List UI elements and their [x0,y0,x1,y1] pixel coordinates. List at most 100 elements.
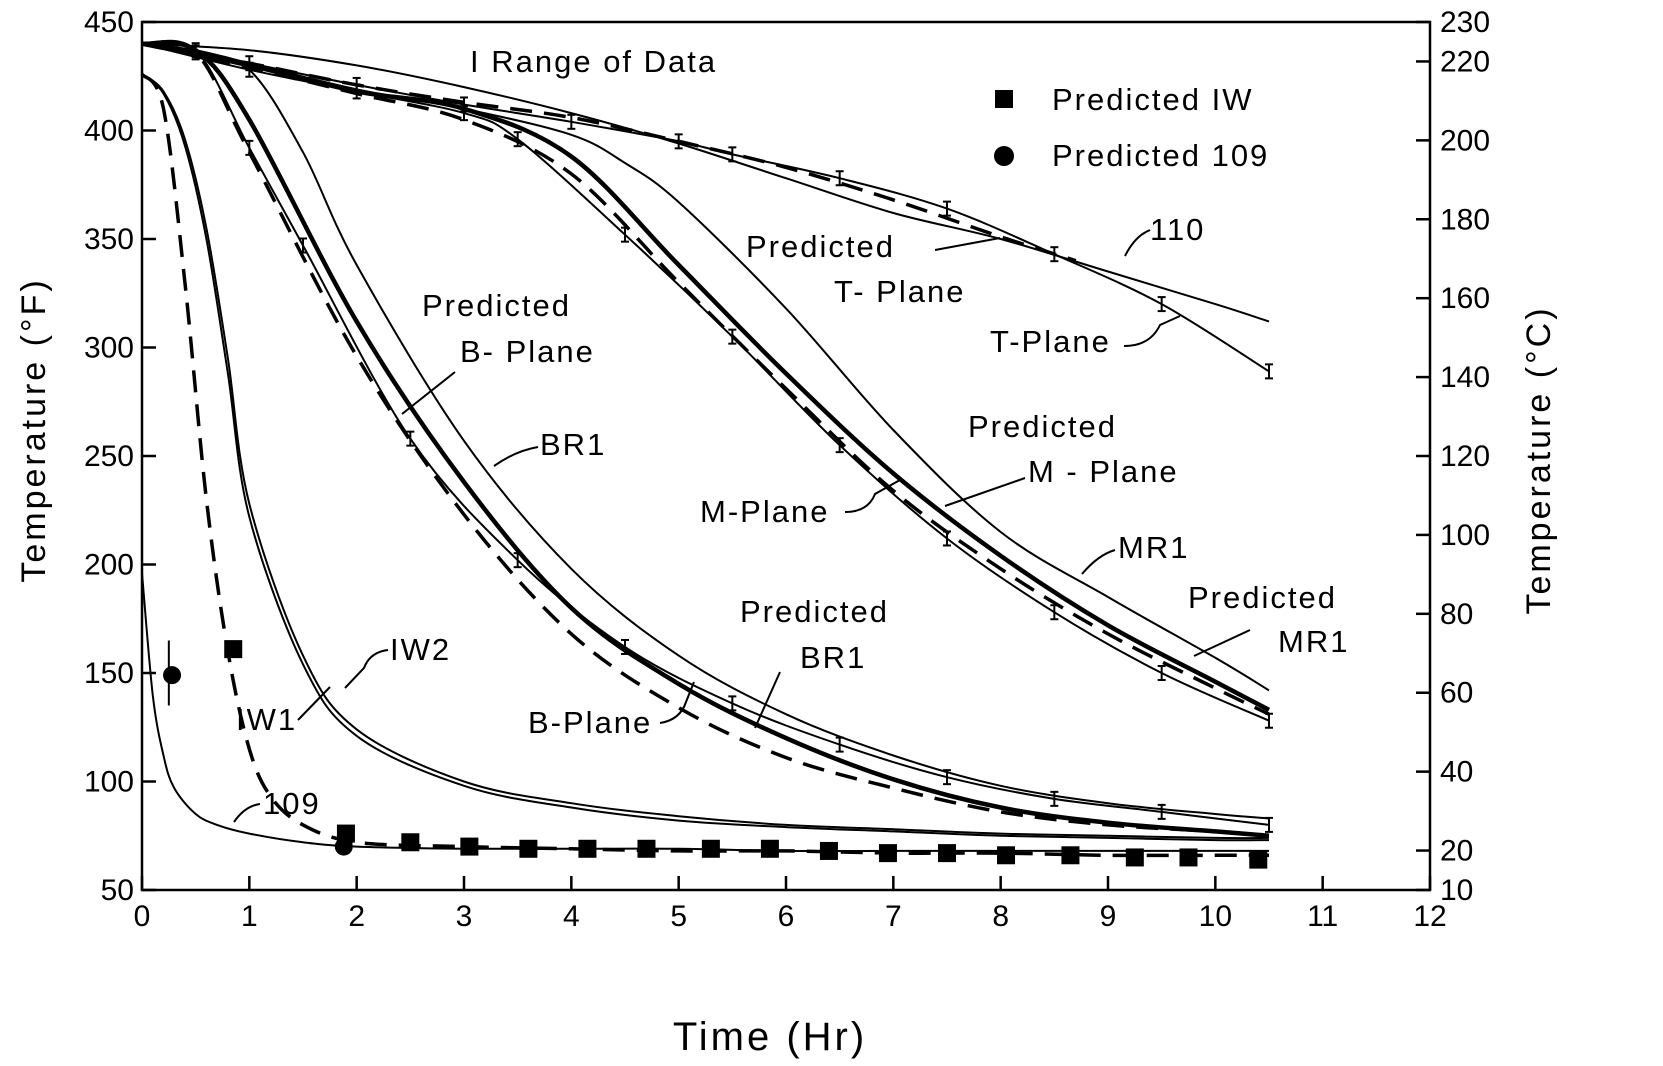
legend-square-marker [995,90,1013,108]
series-iw2 [141,73,1270,840]
y2-tick-label: 100 [1440,519,1490,552]
predicted-b-plane-label-line1: Predicted [422,288,571,323]
predicted-iw-point [578,839,597,858]
predicted-109-point [163,666,182,685]
predicted-iw-point [637,839,656,858]
series-iw1 [141,73,1270,842]
predicted-mr1-label-line1: Predicted [1188,580,1337,615]
y-axis-ticks-left: 50 100 150 200 250 300 350 400 450 [84,6,156,907]
series-110 [141,42,1270,323]
predicted-iw-point [1125,848,1144,867]
y-tick-label: 450 [84,6,134,39]
y2-tick-label: 120 [1440,440,1490,473]
y2-tick-label: 10 [1440,874,1473,907]
y2-tick-label: 20 [1440,835,1473,868]
series-predicted-m-plane [141,41,1271,712]
predicted-mr1-pointer [1193,629,1251,657]
predicted-109-point [334,837,353,856]
label-m-plane: M-Plane [700,494,829,529]
pointer-109 [233,803,261,823]
pointer-b-plane [659,681,695,724]
label-110: 110 [1150,212,1205,247]
label-iw2: IW2 [390,632,451,667]
label-t-plane: T-Plane [990,324,1111,359]
predicted-iw-point [938,844,956,863]
series-predicted-mr1 [141,41,1270,716]
x-tick-label: 6 [778,900,795,933]
y2-tick-label: 230 [1440,6,1490,39]
y-tick-label: 350 [84,223,134,256]
x-tick-label: 9 [1100,900,1117,933]
series-predicted-br1 [141,40,1270,838]
y-tick-label: 100 [84,766,134,799]
x-tick-label: 5 [670,900,687,933]
y-axis-ticks-right: 10 20 40 60 80 100 120 140 160 180 200 220 230 [1416,6,1490,907]
y-axis-title-left: Temperature (°F) [15,277,53,582]
predicted-b-plane-pointer [401,371,456,415]
marker-layer [163,640,1268,869]
predicted-br1-label-line1: Predicted [740,594,889,629]
legend-circle-marker [994,146,1014,166]
y2-tick-label: 80 [1440,598,1473,631]
series-br1 [141,42,1270,820]
predicted-iw-point [701,839,720,858]
y2-tick-label: 200 [1440,124,1490,157]
pointer-m-plane [844,479,901,513]
label-109: 109 [263,786,321,821]
pointer-110 [1124,229,1151,257]
x-axis-title: Time (Hr) [673,1015,867,1059]
pointer-iw1 [297,686,331,721]
pointer-iw2 [344,649,389,689]
legend-label-predicted-109: Predicted 109 [1052,138,1269,173]
predicted-m-plane-pointer [944,477,1026,507]
label-iw1: IW1 [236,702,297,737]
label-br1: BR1 [540,427,606,462]
label-b-plane: B-Plane [528,705,652,740]
predicted-iw-point [997,846,1016,865]
pointer-t-plane [1123,315,1181,347]
x-tick-label: 12 [1413,900,1446,933]
predicted-m-plane-label-line2: M - Plane [1028,454,1179,489]
predicted-br1-label-line2: BR1 [800,640,866,675]
y2-tick-label: 60 [1440,677,1473,710]
pointer-br1 [493,446,539,467]
series-layer [140,39,1273,858]
x-tick-label: 3 [456,900,473,933]
x-tick-label: 10 [1199,900,1232,933]
predicted-iw-point [1179,848,1198,867]
range-of-data-label: I Range of Data [470,44,717,79]
y2-tick-label: 40 [1440,756,1473,789]
pointer-mr1 [1081,549,1116,575]
legend-label-predicted-iw: Predicted IW [1052,82,1253,117]
x-axis-ticks: 0 1 2 3 4 5 6 7 8 9 10 11 12 [134,876,1447,933]
predicted-t-plane-pointer [934,237,1001,251]
x-tick-label: 8 [992,900,1009,933]
predicted-iw-point [1061,846,1080,865]
predicted-b-plane-label-line2: B- Plane [460,334,595,369]
y-axis-title-right: Temperature (°C) [1520,305,1558,614]
predicted-iw-point [760,839,779,858]
y-tick-label: 250 [84,440,134,473]
y2-tick-label: 140 [1440,361,1490,394]
y2-tick-label: 180 [1440,203,1490,236]
y-tick-label: 200 [84,549,134,582]
series-predicted-b-plane [141,40,1270,839]
y-tick-label: 400 [84,115,134,148]
y-tick-label: 300 [84,332,134,365]
x-tick-label: 1 [241,900,258,933]
x-tick-label: 0 [134,900,151,933]
predicted-mr1-label-line2: MR1 [1278,624,1349,659]
predicted-br1-pointer [754,671,781,729]
predicted-iw-point [819,841,838,860]
predicted-iw-point [878,844,897,863]
y2-tick-label: 160 [1440,282,1490,315]
predicted-iw-point [1249,850,1268,869]
predicted-iw-point [401,833,420,852]
predicted-m-plane-label-line1: Predicted [968,409,1117,444]
x-tick-label: 11 [1307,900,1338,933]
y2-tick-label: 220 [1440,45,1490,78]
x-tick-label: 4 [563,900,580,933]
x-tick-label: 2 [348,900,365,933]
